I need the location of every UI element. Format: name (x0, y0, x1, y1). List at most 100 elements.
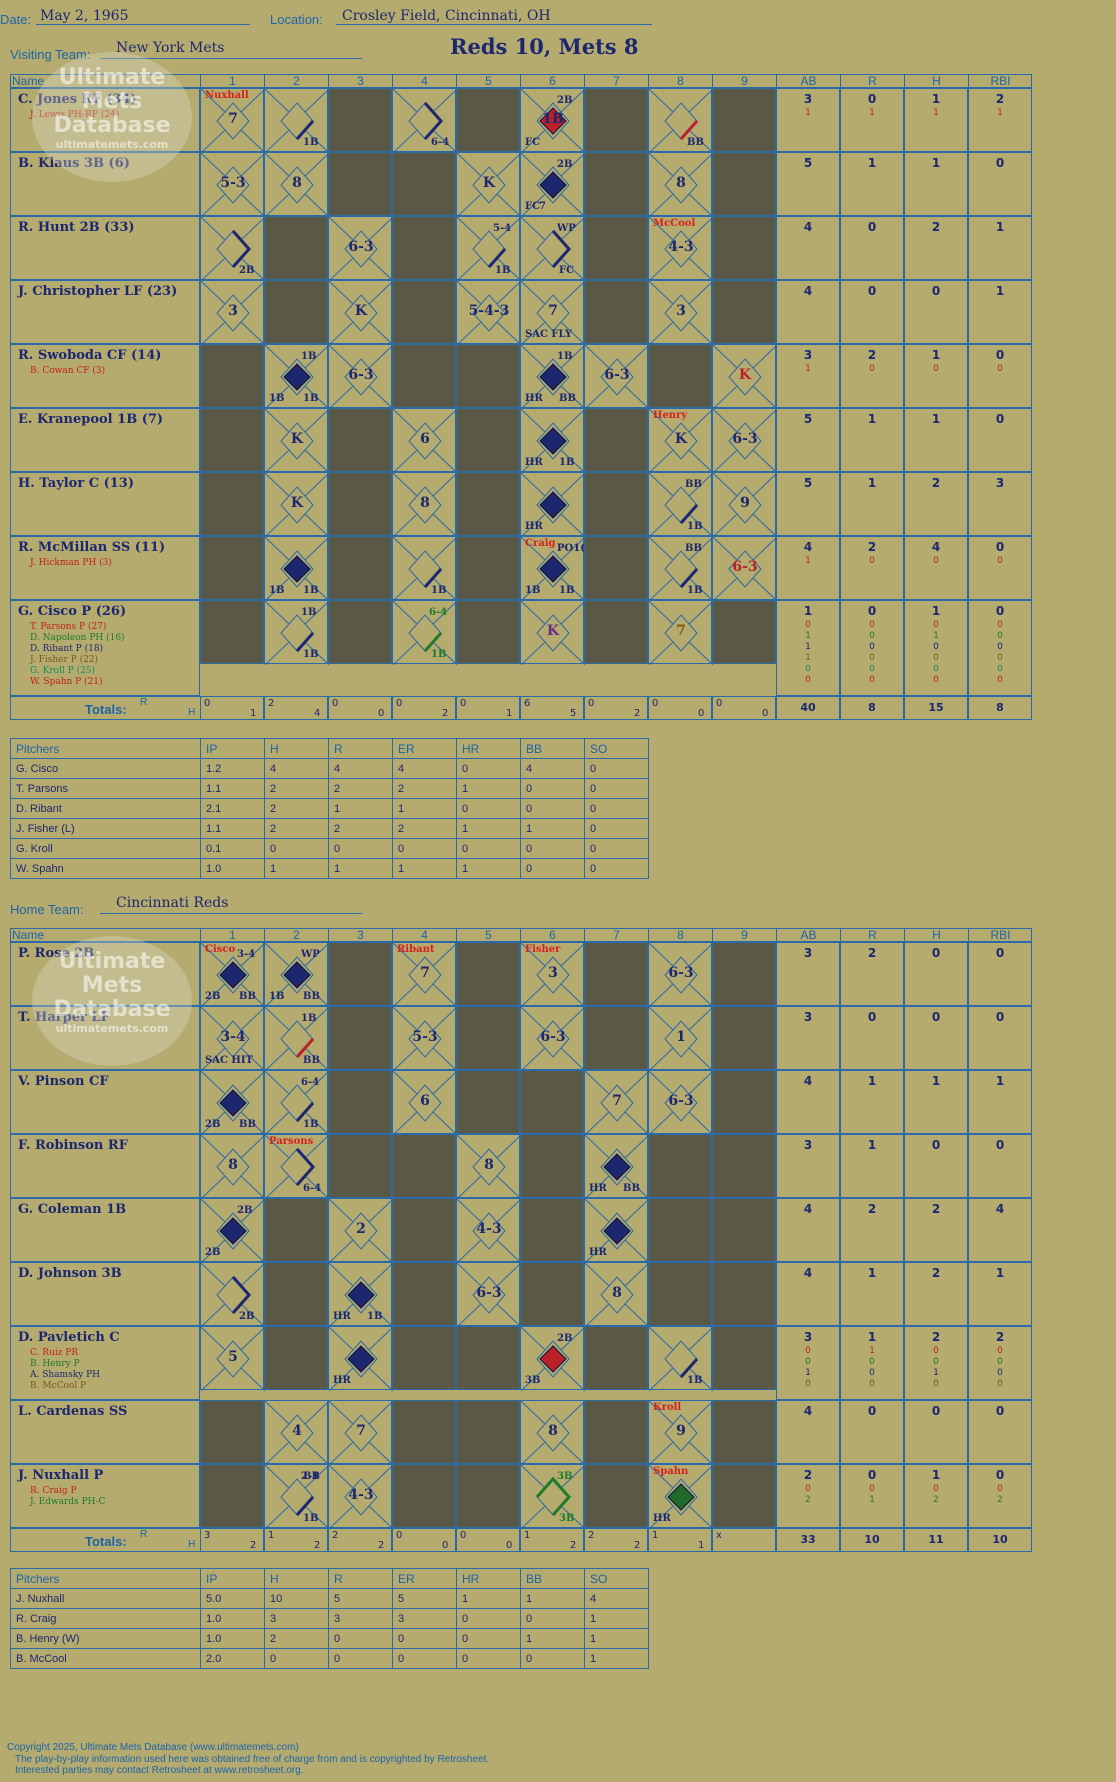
at-bat-cell: HR BB (584, 1134, 649, 1199)
pitching-stat: 0 (392, 1648, 457, 1669)
inning-runs: 1 (268, 1530, 275, 1541)
diamond-icon (521, 217, 585, 281)
pitching-stat: 1.0 (200, 1608, 265, 1629)
play-note: 2B (205, 1119, 221, 1130)
play-note: PO1(1B) (557, 543, 606, 554)
total-stat: 10 (864, 1533, 880, 1546)
inning-hits: 2 (570, 1540, 577, 1551)
inning-runs: 0 (204, 698, 211, 709)
at-bat-cell (200, 408, 264, 472)
home-team-name: Cincinnati Reds (116, 895, 229, 911)
substitute-stat: 2 (997, 1495, 1003, 1505)
play-result: 7 (420, 965, 430, 981)
diamond-icon (521, 1465, 585, 1529)
game-date: May 2, 1965 (40, 8, 129, 24)
diamond-icon (649, 217, 713, 281)
play-result: K (674, 431, 688, 447)
substitute-stat: 1 (869, 1495, 875, 1505)
substitute-stat: 0 (933, 653, 939, 663)
diamond-icon (201, 153, 265, 217)
at-bat-cell: HR (584, 1198, 649, 1263)
stat-cell (904, 472, 968, 536)
at-bat-cell: 5-3 (200, 152, 265, 217)
at-bat-cell (264, 1198, 328, 1262)
at-bat-cell (712, 216, 776, 280)
at-bat-cell (200, 536, 264, 600)
stat-value: 0 (867, 1468, 877, 1482)
stat-value: 2 (931, 1266, 941, 1280)
stat-cell (776, 1070, 840, 1134)
at-bat-cell (200, 600, 264, 664)
name-cell (10, 408, 200, 472)
diamond-icon (329, 1263, 393, 1327)
pitching-stat: 0 (456, 838, 521, 859)
diamond-icon (201, 217, 265, 281)
at-bat-cell (200, 1400, 264, 1464)
visiting-team-name: New York Mets (116, 40, 225, 56)
stat-cell (968, 1262, 1032, 1326)
play-result: 5-4-3 (468, 303, 510, 319)
at-bat-cell: 7 (648, 600, 713, 665)
play-result: 9 (740, 495, 750, 511)
at-bat-cell (392, 1326, 456, 1390)
pitcher-name: R. Craig (10, 1608, 201, 1629)
stat-value: 2 (931, 476, 941, 490)
play-result: 7 (676, 623, 686, 639)
substitute-name: J. Edwards PH-C (30, 1497, 106, 1507)
play-note: HR (525, 521, 543, 532)
stat-cell (968, 1464, 1032, 1528)
stat-value: 0 (931, 1010, 941, 1024)
diamond-icon (521, 281, 585, 345)
pitching-stat: 0 (328, 838, 393, 859)
diamond-icon (265, 345, 329, 409)
play-note: 6-4 (301, 1077, 320, 1088)
play-result: 3-4 (220, 1029, 246, 1045)
play-result: 6 (420, 1093, 430, 1109)
stat-cell (776, 1400, 840, 1464)
player-name: D. Johnson 3B (18, 1266, 122, 1281)
play-note: 1B (687, 585, 703, 596)
pitching-header: BB (520, 1568, 585, 1589)
stat-value: 1 (995, 284, 1005, 298)
pitching-stat: 2 (328, 818, 393, 839)
at-bat-cell (712, 88, 776, 152)
at-bat-cell (456, 1070, 520, 1134)
at-bat-cell: 2B 3B (520, 1326, 585, 1391)
diamond-icon (649, 1401, 713, 1465)
inning-hits: 2 (378, 1540, 385, 1551)
at-bat-cell (328, 88, 392, 152)
at-bat-cell (456, 1006, 520, 1070)
at-bat-cell (328, 152, 392, 216)
play-note: HR (333, 1311, 351, 1322)
pitching-header: Pitchers (10, 1568, 201, 1589)
substitute-stat: 0 (997, 556, 1003, 566)
location-label: Location: (270, 12, 323, 27)
at-bat-cell: 6-3 (712, 536, 777, 601)
play-result: 6-3 (604, 367, 630, 383)
stat-value: 1 (867, 156, 877, 170)
at-bat-cell (328, 536, 392, 600)
diamond-icon (201, 1007, 265, 1071)
diamond-icon (265, 409, 329, 473)
substitute-stat: 1 (805, 556, 811, 566)
stat-cell (968, 1070, 1032, 1134)
at-bat-cell (456, 942, 520, 1006)
stat-value: 1 (995, 1074, 1005, 1088)
diamond-icon (521, 89, 585, 153)
stat-value: 0 (995, 412, 1005, 426)
diamond-icon (265, 89, 329, 153)
stat-cell (968, 88, 1032, 152)
play-result: 4-3 (348, 1487, 374, 1503)
play-note: 2B (239, 1311, 255, 1322)
pitcher-change-note: Cisco (205, 944, 236, 955)
at-bat-cell: K (328, 280, 393, 345)
at-bat-cell: 2-1 BB 1B (264, 1464, 329, 1529)
stat-value: 3 (995, 476, 1005, 490)
stat-value: 0 (867, 1404, 877, 1418)
pitching-stat: 2 (328, 778, 393, 799)
substitute-stat: 0 (933, 1357, 939, 1367)
pitcher-change-note: Ribant (397, 944, 435, 955)
pitching-stat: 0 (392, 1628, 457, 1649)
name-cell (10, 1262, 200, 1326)
stat-value: 4 (803, 1404, 813, 1418)
